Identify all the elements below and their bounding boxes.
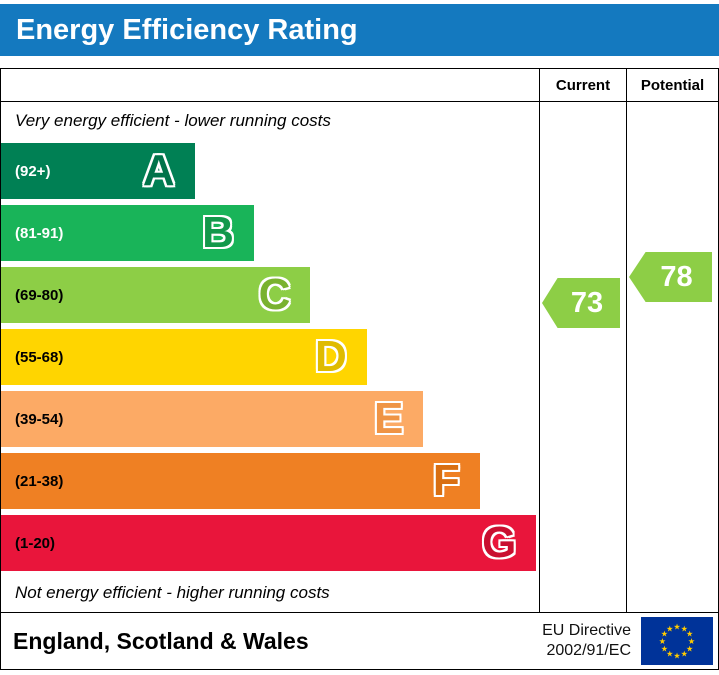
current-column: Current 73 xyxy=(539,69,626,612)
current-rating-arrow: 73 xyxy=(542,278,620,328)
svg-text:★: ★ xyxy=(661,643,668,653)
band-range-label: (55-68) xyxy=(15,348,64,366)
band-letter: G xyxy=(482,518,517,567)
band-range-label: (1-20) xyxy=(15,534,56,552)
svg-text:★: ★ xyxy=(681,623,688,633)
eu-flag-icon: ★ ★ ★ ★ ★ ★ ★ ★ ★ ★ ★ ★ xyxy=(641,617,713,665)
band-row-e: (39-54) E xyxy=(1,388,539,450)
svg-text:★: ★ xyxy=(666,623,673,633)
band-range-label: (21-38) xyxy=(15,472,64,490)
top-note: Very energy efficient - lower running co… xyxy=(15,111,331,130)
band-letter: F xyxy=(432,456,460,505)
current-body: 73 xyxy=(540,102,626,612)
band-letter: D xyxy=(315,332,347,381)
potential-column: Potential 78 xyxy=(626,69,718,612)
band-range-label: (92+) xyxy=(15,162,51,180)
band-bar-e: (39-54) E xyxy=(1,391,424,447)
scale-body: Very energy efficient - lower running co… xyxy=(1,102,539,612)
band-row-d: (55-68) D xyxy=(1,326,539,388)
potential-body: 78 xyxy=(627,102,718,612)
svg-text:★: ★ xyxy=(659,636,666,646)
energy-rating-chart: Very energy efficient - lower running co… xyxy=(0,68,719,613)
band-row-b: (81-91) B xyxy=(1,202,539,264)
region-label: England, Scotland & Wales xyxy=(13,627,309,654)
band-row-g: (1-20) G xyxy=(1,512,539,574)
potential-rating-arrow: 78 xyxy=(629,252,712,302)
svg-text:★: ★ xyxy=(666,649,673,659)
band-bar-f: (21-38) F xyxy=(1,453,480,509)
band-letter: C xyxy=(258,270,291,319)
band-row-f: (21-38) F xyxy=(1,450,539,512)
band-row-a: (92+) A xyxy=(1,140,539,202)
svg-text:★: ★ xyxy=(661,629,668,639)
svg-text:★: ★ xyxy=(681,649,688,659)
potential-rating-value: 78 xyxy=(660,260,693,293)
eu-directive-line1: EU Directive xyxy=(542,622,631,639)
svg-text:★: ★ xyxy=(686,629,693,639)
rating-bands: (92+) A (81-91) B (69-80) C (55-68) D (39-54) E (2… xyxy=(1,140,539,574)
scale-header-cell xyxy=(1,69,539,102)
svg-text:★: ★ xyxy=(673,651,680,661)
band-row-c: (69-80) C xyxy=(1,264,539,326)
current-header: Current xyxy=(540,69,626,102)
svg-text:★: ★ xyxy=(688,636,695,646)
band-bar-g: (1-20) G xyxy=(1,515,537,571)
band-range-label: (39-54) xyxy=(15,410,64,428)
band-letter: A xyxy=(142,146,175,195)
band-letter: B xyxy=(202,208,234,257)
band-bar-c: (69-80) C xyxy=(1,267,311,323)
rating-scale-column: Very energy efficient - lower running co… xyxy=(1,69,539,612)
band-bar-d: (55-68) D xyxy=(1,329,367,385)
potential-header: Potential xyxy=(627,69,718,102)
band-range-label: (81-91) xyxy=(15,224,64,242)
page-title: Energy Efficiency Rating xyxy=(0,4,719,56)
band-letter: E xyxy=(373,394,404,443)
band-range-label: (69-80) xyxy=(15,286,64,304)
eu-directive-label: EU Directive 2002/91/EC xyxy=(542,621,631,661)
svg-text:★: ★ xyxy=(686,643,693,653)
chart-footer: England, Scotland & Wales EU Directive 2… xyxy=(0,613,719,670)
eu-directive-line2: 2002/91/EC xyxy=(546,642,631,659)
band-bar-b: (81-91) B xyxy=(1,205,254,261)
current-rating-value: 73 xyxy=(570,286,604,319)
svg-text:★: ★ xyxy=(673,621,680,631)
bottom-note: Not energy efficient - higher running co… xyxy=(15,583,330,602)
band-bar-a: (92+) A xyxy=(1,143,195,199)
